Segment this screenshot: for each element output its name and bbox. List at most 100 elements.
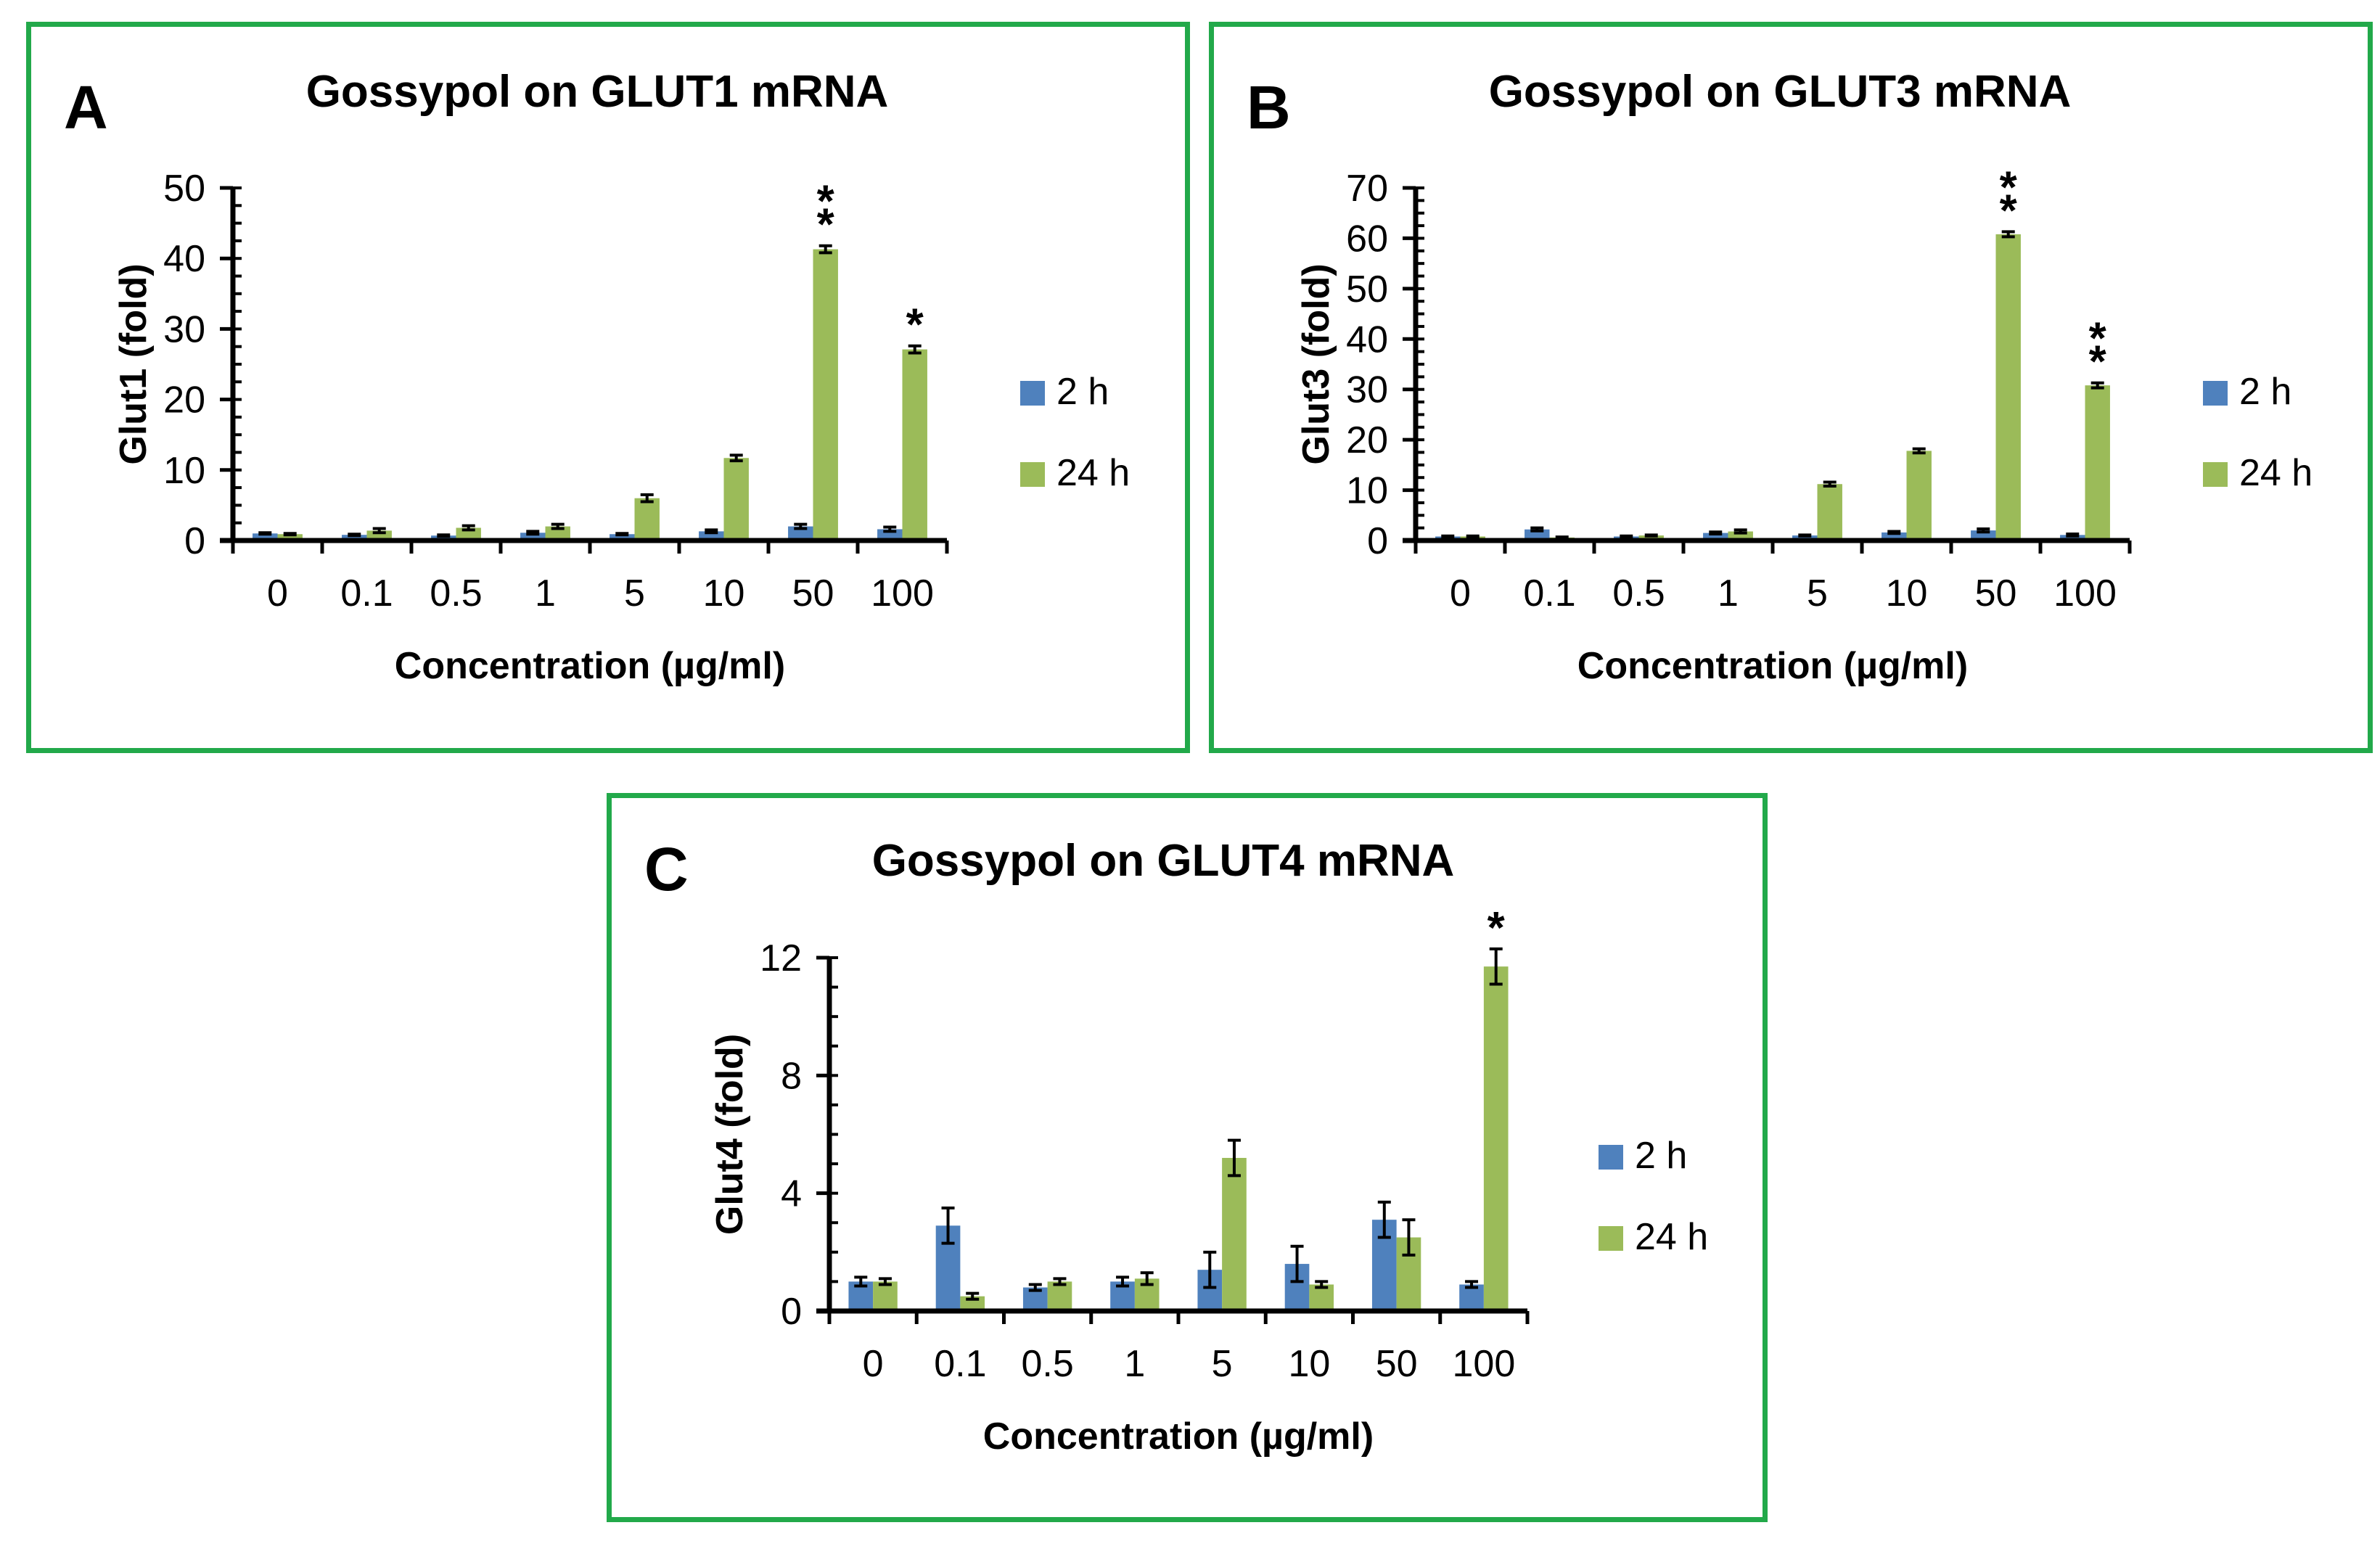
bar-24h-10 <box>723 458 749 541</box>
significance-star: * <box>906 300 924 350</box>
x-tick-label: 0.5 <box>1612 572 1665 615</box>
error-bar <box>2090 381 2104 390</box>
y-axis-title: Glut1 (fold) <box>112 263 155 464</box>
legend-swatch-2h <box>1020 381 1045 406</box>
error-bar <box>1530 526 1544 533</box>
x-axis-title: Concentration (µg/ml) <box>983 1415 1374 1458</box>
x-tick-label: 50 <box>1376 1343 1418 1385</box>
y-tick-label: 30 <box>1346 369 1388 411</box>
significance-star: * <box>2000 163 2018 213</box>
error-bar <box>941 1206 955 1245</box>
y-tick-label: 10 <box>1346 470 1388 512</box>
x-tick-label: 1 <box>1718 572 1739 615</box>
error-bar <box>794 522 808 530</box>
error-bar <box>1823 480 1837 488</box>
x-tick-label: 0 <box>267 572 288 615</box>
bar-2h-5 <box>610 534 635 541</box>
error-bar <box>1053 1277 1067 1286</box>
error-bar <box>526 530 540 536</box>
bar-24h-100 <box>2085 385 2110 541</box>
legend-swatch-24h <box>1020 462 1045 487</box>
x-tick-label: 100 <box>1452 1343 1515 1385</box>
y-tick-label: 20 <box>1346 419 1388 461</box>
x-tick-label: 10 <box>703 572 745 615</box>
x-tick-label: 5 <box>1212 1343 1233 1385</box>
bar-2h-0 <box>253 533 278 541</box>
error-bar <box>1377 1200 1391 1239</box>
error-bar <box>729 453 743 463</box>
error-bar <box>1465 1280 1479 1289</box>
error-bar <box>878 1277 892 1286</box>
error-bar <box>1912 447 1926 455</box>
legend-label: 2 h <box>1056 371 1109 413</box>
error-bar <box>1290 1244 1304 1283</box>
chart-panel-c: C Gossypol on GLUT4 mRNA * 0 4 8 12 0 0.1 0.5 1 5 10… <box>607 793 1768 1522</box>
x-tick-label: 1 <box>535 572 556 615</box>
chart-b-svg: B Gossypol on GLUT3 mRNA********010203040… <box>1247 67 2313 687</box>
bar-24h-10 <box>1309 1284 1334 1311</box>
x-tick-label: 100 <box>871 572 934 615</box>
x-tick-label: 50 <box>1975 572 2017 615</box>
bar-2h-1 <box>1703 533 1728 541</box>
bar-2h-10 <box>1882 532 1907 541</box>
bar-24h-50 <box>1995 234 2021 541</box>
error-bar <box>1709 530 1723 535</box>
chart-title: Gossypol on GLUT4 mRNA <box>872 836 1455 886</box>
error-bar <box>705 528 718 535</box>
chart-title: Gossypol on GLUT1 mRNA <box>306 67 889 117</box>
significance-star: * <box>817 200 835 250</box>
significance-star: * <box>817 177 835 227</box>
legend-swatch-2h <box>1599 1145 1623 1170</box>
significance-mark: ** <box>808 158 844 208</box>
error-bar <box>2066 532 2080 538</box>
bar-2h-100 <box>2060 535 2085 541</box>
y-tick-label: 40 <box>1346 319 1388 361</box>
error-bar <box>966 1291 980 1301</box>
x-tick-label: 10 <box>1886 572 1928 615</box>
error-bar <box>883 525 897 533</box>
legend-label: 24 h <box>2239 452 2313 494</box>
panel-label: A <box>64 73 108 141</box>
y-tick-label: 50 <box>163 168 205 210</box>
bar-24h-5 <box>1222 1157 1247 1311</box>
error-bar <box>1140 1271 1154 1286</box>
error-bar <box>1315 1280 1329 1289</box>
significance-star: * <box>2089 314 2107 364</box>
x-tick-label: 0 <box>863 1343 884 1385</box>
bar-24h-50 <box>813 249 838 541</box>
panel-label: B <box>1247 73 1291 141</box>
x-tick-label: 50 <box>792 572 834 615</box>
y-tick-label: 8 <box>781 1055 802 1097</box>
bar-24h-10 <box>1906 451 1932 541</box>
x-tick-label: 10 <box>1288 1343 1330 1385</box>
error-bar <box>1620 534 1633 539</box>
x-tick-label: 5 <box>1807 572 1828 615</box>
error-bar <box>1441 534 1455 539</box>
significance-mark: ** <box>2080 295 2116 345</box>
chart-panel-a: A Gossypol on GLUT1 mRNA * * ** * 0 10 20 30 40 50 0… <box>26 22 1190 753</box>
bar-24h-100 <box>902 349 927 541</box>
error-bar <box>2001 230 2015 239</box>
bar-24h-100 <box>1483 966 1509 1311</box>
significance-mark: ** <box>1991 144 2027 194</box>
chart-title: Gossypol on GLUT3 mRNA <box>1489 67 2072 117</box>
legend-swatch-24h <box>2203 462 2228 487</box>
x-tick-label: 1 <box>1124 1343 1145 1385</box>
chart-c-svg: C Gossypol on GLUT4 mRNA * 0 4 8 12 0 0.1 0.5 1 5 10… <box>644 835 1708 1458</box>
chart-panel-b: B Gossypol on GLUT3 mRNA * * ** * * ** 0 10 20 30 40… <box>1209 22 2373 753</box>
bar-24h-0.5 <box>1047 1281 1072 1311</box>
legend-swatch-24h <box>1599 1226 1623 1251</box>
x-tick-label: 0.5 <box>430 572 482 615</box>
x-axis-title: Concentration (µg/ml) <box>395 645 785 687</box>
error-bar <box>615 532 629 537</box>
y-tick-label: 60 <box>1346 218 1388 260</box>
error-bar <box>1977 527 1990 534</box>
bar-24h-0 <box>873 1281 898 1311</box>
bar-2h-0.1 <box>342 535 367 541</box>
y-tick-label: 0 <box>184 520 205 562</box>
error-bar <box>818 244 832 255</box>
y-tick-label: 0 <box>1367 520 1388 562</box>
error-bar <box>1203 1250 1217 1289</box>
error-bar <box>1116 1275 1130 1288</box>
bar-24h-0 <box>277 534 303 541</box>
